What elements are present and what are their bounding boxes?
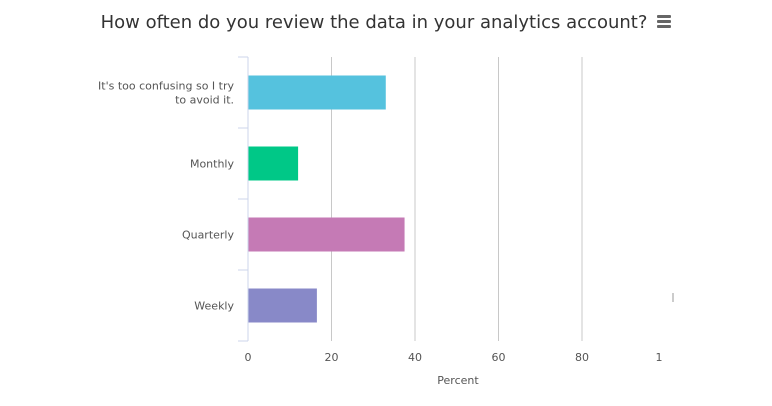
x-tick-label-1: 1 xyxy=(656,351,663,364)
category-label-3: Quarterly xyxy=(182,229,235,242)
x-tick-label-40: 40 xyxy=(408,351,422,364)
chart-title: How often do you review the data in your… xyxy=(0,12,772,33)
grid-lines xyxy=(331,57,583,341)
x-tick-label-20: 20 xyxy=(325,351,339,364)
x-tick-label-60: 60 xyxy=(492,351,506,364)
bar-2[interactable] xyxy=(248,146,299,181)
category-label-2: Monthly xyxy=(190,158,235,171)
category-axis: It's too confusing so I try to avoid it. M… xyxy=(98,56,249,342)
bars xyxy=(248,75,405,323)
category-label-4: Weekly xyxy=(194,300,234,313)
bar-3[interactable] xyxy=(248,217,405,252)
bar-4[interactable] xyxy=(248,288,317,323)
category-label-1: It's too confusing so I try to avoid it. xyxy=(98,80,234,107)
x-axis-title: Percent xyxy=(437,374,479,387)
value-axis-ticks: 0 20 40 60 80 1 xyxy=(245,351,663,364)
x-tick-label-80: 80 xyxy=(575,351,589,364)
bar-1[interactable] xyxy=(248,75,386,110)
hamburger-menu-icon[interactable] xyxy=(657,15,672,28)
x-tick-label-0: 0 xyxy=(245,351,252,364)
chart-title-text: How often do you review the data in your… xyxy=(100,12,648,33)
